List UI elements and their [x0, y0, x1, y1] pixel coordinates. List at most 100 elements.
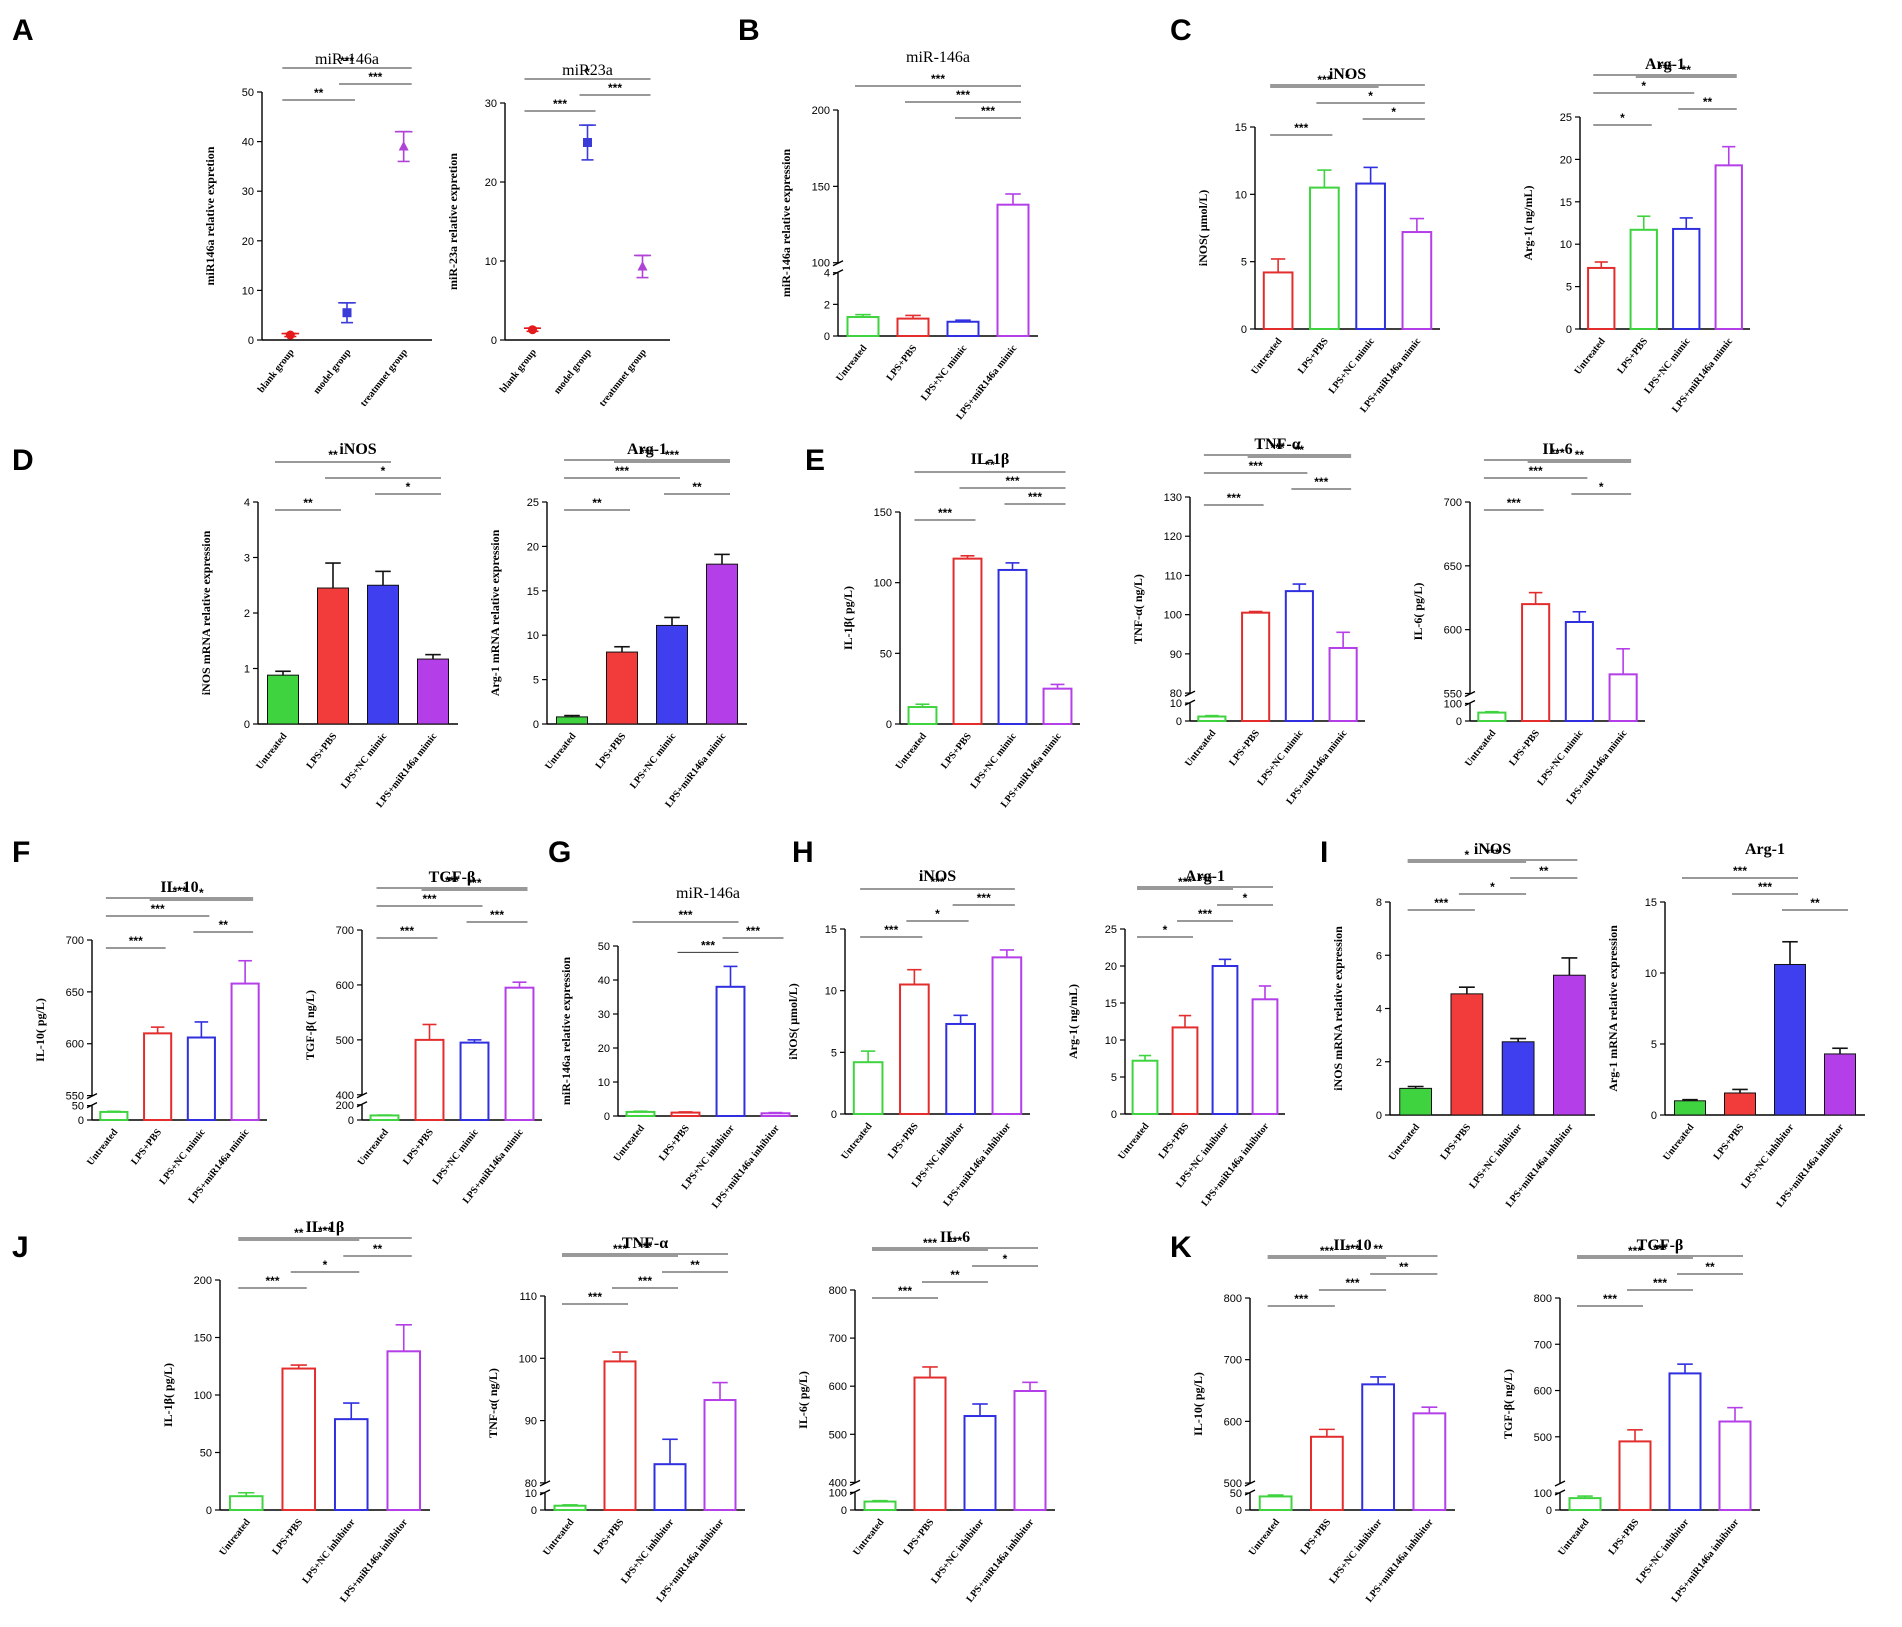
bar: [317, 587, 349, 725]
y-tick-label: 100: [519, 1353, 537, 1365]
significance-label: **: [314, 86, 324, 100]
y-tick-label: 130: [1164, 492, 1182, 504]
significance-label: ***: [615, 464, 629, 478]
bar: [852, 1061, 884, 1115]
y-axis-label: IL-6( pg/L): [1411, 583, 1425, 641]
bar: [281, 1367, 317, 1512]
y-tick-label: 15: [1645, 897, 1657, 909]
significance-label: **: [1295, 443, 1305, 457]
significance-label: **: [1810, 896, 1820, 910]
bar: [1521, 603, 1551, 723]
significance-label: ***: [1028, 490, 1042, 504]
panel-labels: A B C D E F G H I J K: [12, 14, 1328, 1264]
y-tick-label: 50: [880, 648, 892, 660]
y-axis-label: IL-10( pg/L): [1191, 1372, 1205, 1436]
bar-break-gap: [1287, 694, 1311, 703]
bar: [1258, 1495, 1293, 1512]
bar: [1568, 1497, 1602, 1512]
bar-break-gap: [1671, 1484, 1699, 1493]
bar: [1412, 1412, 1447, 1511]
significance-label: ***: [1345, 1242, 1359, 1256]
bar: [1714, 164, 1743, 330]
x-tick-label: LPS+PBS: [1712, 1122, 1747, 1163]
x-tick-label: Untreated: [894, 731, 929, 772]
bar-break-gap: [1524, 694, 1548, 703]
y-tick-label: 0: [1376, 1110, 1382, 1122]
y-tick-label: 200: [812, 105, 830, 117]
chart-title: Arg-1: [1745, 841, 1785, 858]
y-tick-label: 100: [1164, 610, 1182, 622]
bar-break-gap: [606, 1483, 634, 1492]
y-tick-label: 10: [1105, 1035, 1117, 1047]
x-tick-label: LPS+NC inhibitor: [1739, 1122, 1797, 1191]
bar-break-gap: [1016, 1483, 1044, 1492]
bar: [417, 658, 449, 725]
significance-label: *: [381, 464, 386, 478]
bar: [1262, 271, 1294, 331]
y-tick-label: 0: [824, 331, 830, 343]
y-tick-label: 100: [1444, 698, 1462, 710]
y-axis-label: TNF-α( ng/L): [486, 1368, 500, 1438]
y-tick-label: 10: [1560, 239, 1572, 251]
y-tick-label: 0: [533, 719, 539, 731]
y-tick-label: 0: [604, 1111, 610, 1123]
y-tick-label: 20: [527, 541, 539, 553]
significance-label: *: [1465, 848, 1470, 862]
chart-k2: TGF-β TGF-β( ng/L) 0 100 500 600 700 800 Untreat…: [1501, 1237, 1760, 1605]
x-tick-label: LPS+PBS: [1615, 336, 1650, 377]
y-tick-label: 100: [812, 258, 830, 270]
x-tick-label: treatmnet group: [358, 347, 410, 409]
significance-label: ***: [1314, 475, 1328, 489]
bar-break-gap: [1611, 694, 1635, 703]
significance-label: ***: [930, 875, 944, 889]
y-tick-label: 600: [66, 1039, 84, 1051]
chart-d2: Arg-1 Arg-1 mRNA relative expression 0 5 10 1…: [488, 441, 747, 810]
panel-label-h: H: [792, 836, 814, 869]
significance-label: ***: [701, 938, 715, 952]
significance-label: **: [690, 1258, 700, 1272]
data-point: [342, 308, 352, 318]
significance-label: ***: [422, 892, 436, 906]
y-tick-label: 0: [531, 1505, 537, 1517]
y-tick-label: 150: [194, 1333, 212, 1345]
bar: [1355, 182, 1386, 330]
y-tick-label: 25: [1105, 924, 1117, 936]
y-tick-label: 80: [1170, 688, 1182, 700]
bar: [459, 1041, 490, 1121]
y-tick-label: 5: [1651, 1039, 1657, 1051]
significance-label: **: [592, 496, 602, 510]
chart-title: TNF-α: [622, 1235, 668, 1252]
y-tick-label: 25: [527, 497, 539, 509]
y-tick-label: 0: [1111, 1109, 1117, 1121]
y-tick-label: 5: [1111, 1072, 1117, 1084]
significance-label: **: [1705, 1260, 1715, 1274]
x-tick-label: LPS+PBS: [885, 343, 920, 384]
chart-i2: Arg-1 Arg-1 mRNA relative expression 0 5 10 1…: [1606, 841, 1865, 1210]
significance-label: ***: [1733, 864, 1747, 878]
y-tick-label: 800: [1534, 1293, 1552, 1305]
significance-label: ***: [1485, 846, 1499, 860]
chart-title: IL-6: [1542, 441, 1572, 458]
y-tick-label: 1: [244, 664, 250, 676]
y-tick-label: 0: [491, 335, 497, 347]
significance-label: *: [1368, 89, 1373, 103]
bar-break-gap: [462, 1095, 487, 1104]
y-axis-label: IL-10( pg/L): [33, 998, 47, 1062]
significance-label: ***: [1653, 1242, 1667, 1256]
y-axis-label: miR146a relative expretion: [203, 146, 217, 285]
y-tick-label: 0: [206, 1505, 212, 1517]
bar: [1013, 1390, 1047, 1512]
y-axis-label: miR-146a relative expression: [779, 149, 793, 298]
bar: [945, 1022, 976, 1116]
significance-label: *: [1345, 71, 1350, 85]
x-tick-label: Untreated: [217, 1517, 252, 1558]
y-tick-label: 10: [485, 256, 497, 268]
y-axis-label: iNOS mRNA relative expression: [1331, 926, 1345, 1091]
y-tick-label: 700: [1534, 1339, 1552, 1351]
significance-label: ***: [1603, 1292, 1617, 1306]
significance-label: ***: [588, 1290, 602, 1304]
y-tick-label: 10: [1235, 189, 1247, 201]
x-tick-label: Untreated: [1247, 1517, 1282, 1558]
bar-break-gap: [233, 1096, 257, 1105]
x-tick-label: LPS+NC mimic: [969, 731, 1020, 792]
